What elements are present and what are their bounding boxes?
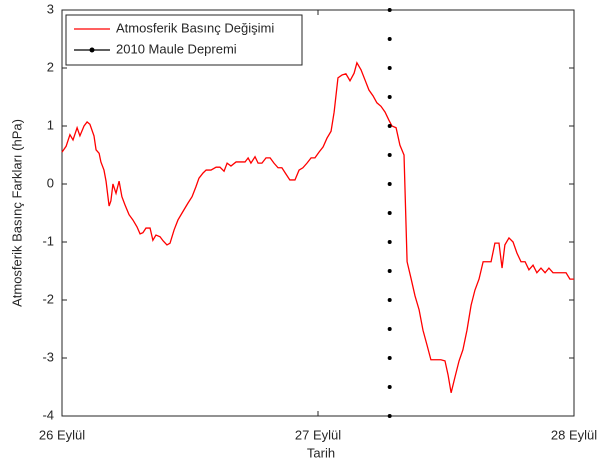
y-tick-label: -4 <box>42 407 54 422</box>
legend-label: 2010 Maule Depremi <box>116 41 237 56</box>
event-marker <box>387 37 392 41</box>
event-marker <box>387 124 392 128</box>
event-marker <box>387 95 392 99</box>
event-marker <box>387 182 392 186</box>
y-tick-label: 3 <box>47 1 54 16</box>
event-marker <box>387 269 392 273</box>
x-tick-label: 27 Eylül <box>295 427 341 442</box>
event-marker <box>387 414 392 418</box>
y-tick-label: -2 <box>42 291 54 306</box>
data-line <box>61 61 574 393</box>
legend-label: Atmosferik Basınç Değişimi <box>116 20 274 35</box>
y-tick-label: -3 <box>42 349 54 364</box>
event-marker <box>387 385 392 389</box>
legend-box <box>65 14 303 66</box>
x-tick-label: 26 Eylül <box>39 427 85 442</box>
event-marker <box>387 211 392 215</box>
event-marker <box>387 8 392 12</box>
event-marker <box>387 66 392 70</box>
event-marker <box>387 153 392 157</box>
event-marker <box>387 240 392 244</box>
event-marker <box>387 356 392 360</box>
y-tick-label: 0 <box>47 175 54 190</box>
legend-marker <box>89 47 95 53</box>
y-axis-label: Atmosferik Basınç Farkları (hPa) <box>9 119 24 307</box>
x-tick-label: 28 Eylül <box>551 427 597 442</box>
y-tick-label: -1 <box>42 233 54 248</box>
plot-area <box>61 9 575 417</box>
y-tick-label: 1 <box>47 117 54 132</box>
event-marker <box>387 327 392 331</box>
event-marker <box>387 298 392 302</box>
y-tick-label: 2 <box>47 59 54 74</box>
x-axis-label: Tarih <box>307 445 335 460</box>
